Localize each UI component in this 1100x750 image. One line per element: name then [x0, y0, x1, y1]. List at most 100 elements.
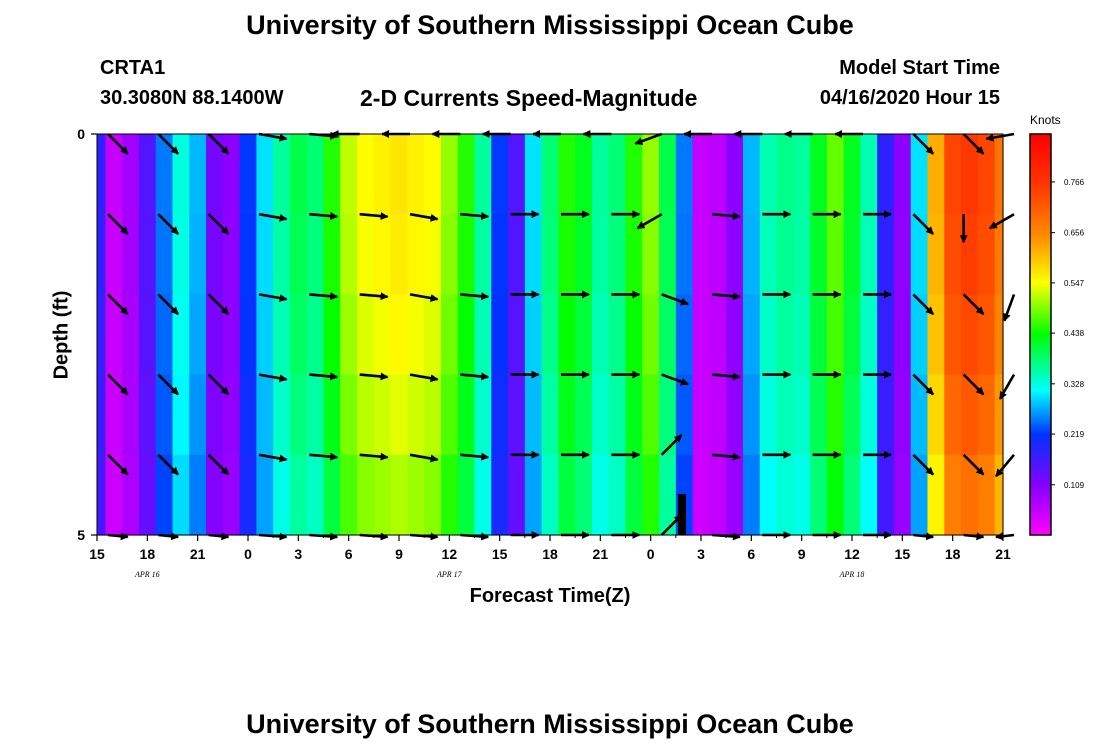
heatmap-cell — [373, 374, 392, 456]
current-vector — [711, 212, 741, 221]
heatmap-cell — [340, 374, 358, 456]
current-vector — [660, 434, 683, 456]
heatmap-cell — [97, 454, 106, 536]
heatmap-cell — [172, 374, 190, 456]
current-vector — [157, 293, 180, 316]
x-tick-label: 6 — [747, 546, 755, 562]
heatmap-cell — [239, 454, 257, 536]
heatmap-cell — [122, 214, 140, 295]
heatmap-cell — [256, 374, 274, 456]
heatmap-cell — [709, 134, 727, 215]
heatmap-cell — [222, 134, 241, 215]
heatmap-cell — [961, 214, 979, 295]
heatmap-cell — [625, 374, 643, 456]
heatmap-cell — [776, 294, 794, 376]
heatmap-cell — [893, 374, 912, 456]
heatmap-cell — [407, 294, 425, 376]
heatmap-cell — [105, 454, 123, 536]
heatmap-cell — [172, 454, 190, 536]
current-vector — [107, 133, 129, 155]
current-vector — [309, 372, 339, 381]
current-vector — [912, 453, 935, 476]
heatmap-cell — [97, 214, 106, 295]
heatmap-cell — [793, 294, 811, 376]
heatmap-cell — [575, 454, 593, 536]
heatmap-cell — [709, 454, 727, 536]
x-tick-label: 9 — [798, 546, 806, 562]
heatmap-cell — [189, 134, 207, 215]
heatmap-cell — [910, 294, 929, 376]
heatmap-cell — [961, 454, 979, 536]
heatmap-cell — [524, 134, 543, 215]
heatmap-cell — [407, 134, 425, 215]
heatmap-cell — [994, 134, 1004, 215]
heatmap-cell — [776, 454, 794, 536]
heatmap-cell — [826, 134, 845, 215]
heatmap-cell — [105, 294, 123, 376]
heatmap-cell — [541, 454, 559, 536]
heatmap-cell — [810, 134, 828, 215]
current-vector — [634, 132, 663, 145]
current-vector — [912, 213, 935, 235]
heatmap-cell — [910, 214, 929, 295]
current-vector — [988, 213, 1015, 230]
heatmap-cell — [575, 214, 593, 295]
heatmap-cell — [138, 214, 157, 295]
heatmap-cell — [306, 454, 325, 536]
colorbar-tick-label: 0.766 — [1064, 178, 1085, 187]
heatmap-cell — [457, 134, 476, 215]
colorbar-units: Knots — [1030, 113, 1061, 127]
current-vector — [359, 452, 389, 461]
heatmap-cell — [273, 214, 291, 295]
current-vector — [985, 132, 1015, 142]
heatmap-cell — [323, 294, 341, 376]
heatmap-cell — [659, 294, 677, 376]
current-vector — [661, 293, 689, 306]
current-vector — [107, 293, 129, 316]
heatmap-cell — [793, 134, 811, 215]
heatmap-cell — [591, 454, 610, 536]
x-axis-label: Forecast Time(Z) — [469, 585, 631, 607]
heatmap-cell — [625, 214, 643, 295]
current-vector — [409, 212, 439, 222]
heatmap-cell — [474, 134, 492, 215]
heatmap-cell — [97, 294, 106, 376]
heatmap-cell — [541, 374, 559, 456]
current-vector — [157, 373, 180, 396]
heatmap-cell — [558, 214, 576, 295]
heatmap-cell — [659, 454, 677, 536]
heatmap-cell — [860, 214, 878, 295]
heatmap-cell — [810, 454, 828, 536]
current-vector — [998, 373, 1016, 400]
heatmap-cell — [961, 374, 979, 456]
heatmap-cell — [440, 214, 459, 295]
heatmap-cell — [323, 374, 341, 456]
current-vector — [107, 453, 129, 476]
heatmap-cell — [893, 294, 912, 376]
heatmap-cell — [742, 374, 761, 456]
heatmap-cell — [591, 214, 610, 295]
heatmap-cell — [491, 134, 509, 215]
current-vector — [995, 453, 1015, 478]
heatmap-cell — [994, 294, 1004, 376]
heatmap-cell — [424, 374, 442, 456]
heatmap-cell — [474, 454, 492, 536]
heatmap-cell — [759, 214, 778, 295]
heatmap-cell — [273, 294, 291, 376]
heatmap-cell — [575, 134, 593, 215]
heatmap-cell — [877, 294, 895, 376]
heatmap-cell — [289, 214, 308, 295]
date-label: APR 16 — [134, 570, 160, 579]
heatmap-cell — [306, 294, 325, 376]
heatmap-cell — [424, 454, 442, 536]
x-tick-label: 9 — [395, 546, 403, 562]
heatmap-cell — [440, 374, 459, 456]
heatmap-cell — [239, 134, 257, 215]
heatmap-cell — [491, 454, 509, 536]
heatmap-cell — [927, 214, 945, 295]
x-tick-label: 15 — [492, 546, 508, 562]
heatmap-cell — [776, 374, 794, 456]
heatmap-cell — [994, 374, 1004, 456]
heatmap-cell — [474, 294, 492, 376]
heatmap-cell — [944, 454, 962, 536]
